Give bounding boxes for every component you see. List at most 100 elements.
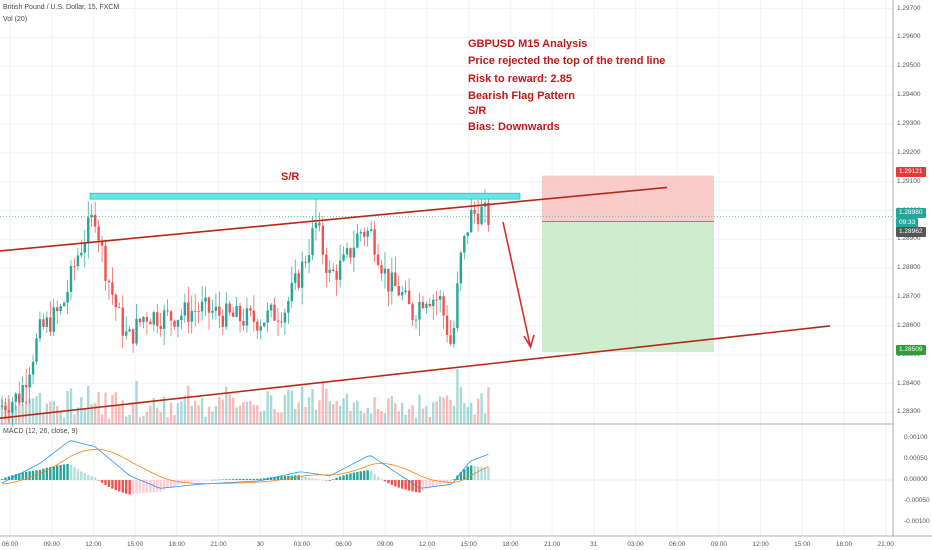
macd-histogram-bar bbox=[69, 464, 73, 480]
candle-body bbox=[345, 248, 349, 255]
macd-histogram-bar bbox=[259, 478, 262, 480]
macd-line bbox=[1, 440, 489, 489]
macd-histogram-bar bbox=[125, 480, 128, 494]
volume-bar bbox=[411, 405, 414, 424]
volume-bar bbox=[121, 400, 124, 424]
volume-bar bbox=[80, 397, 83, 424]
time-tick-label: 06:00 bbox=[1, 541, 19, 548]
volume-bar bbox=[463, 402, 466, 424]
volume-bar bbox=[187, 385, 190, 424]
candle-body bbox=[335, 270, 338, 280]
candle-body bbox=[11, 401, 14, 413]
macd-histogram-bar bbox=[352, 472, 356, 480]
macd-histogram-bar bbox=[21, 472, 24, 480]
candle-body bbox=[349, 248, 352, 258]
candle-body bbox=[421, 301, 425, 309]
candlesticks bbox=[0, 188, 490, 427]
volume-bar bbox=[24, 400, 28, 424]
volume-bar bbox=[449, 399, 452, 424]
candle-body bbox=[7, 410, 11, 413]
candle-body bbox=[111, 282, 114, 295]
candle-body bbox=[14, 393, 17, 402]
lower-trendline bbox=[0, 325, 831, 420]
time-tick-label: 09:00 bbox=[377, 541, 394, 548]
volume-bar bbox=[476, 398, 480, 424]
macd-histogram-bar bbox=[487, 467, 490, 480]
macd-histogram-bar bbox=[304, 476, 307, 480]
candle-body bbox=[90, 214, 93, 218]
candle-body bbox=[18, 393, 21, 403]
volume-bar bbox=[314, 409, 318, 424]
macd-histogram-bar bbox=[156, 480, 159, 493]
chart-frame bbox=[0, 0, 932, 537]
macd-histogram-bar bbox=[221, 479, 224, 480]
volume-bar bbox=[435, 401, 438, 424]
volume-bar bbox=[397, 411, 400, 424]
price-tick-label: 1.29300 bbox=[897, 120, 921, 128]
candle-body bbox=[231, 312, 235, 317]
signal-line bbox=[1, 448, 489, 485]
macd-histogram-bar bbox=[107, 480, 111, 487]
candle-body bbox=[59, 306, 62, 311]
volume-bar bbox=[466, 406, 469, 424]
candle-body bbox=[128, 329, 131, 332]
candle-body bbox=[142, 317, 145, 323]
candle-body bbox=[218, 306, 221, 316]
macd-histogram-bar bbox=[225, 479, 228, 480]
macd-histogram-bar bbox=[376, 476, 380, 480]
macd-histogram-bar bbox=[242, 479, 245, 480]
candle-body bbox=[352, 247, 356, 258]
stop-price-badge: 1.29121 bbox=[896, 167, 926, 177]
candle-body bbox=[176, 320, 180, 327]
macd-histogram-bar bbox=[369, 471, 373, 480]
volume-bar bbox=[245, 401, 249, 424]
macd-histogram-bar bbox=[466, 466, 469, 480]
candle-body bbox=[152, 312, 155, 325]
candle-body bbox=[83, 243, 86, 253]
volume-bar bbox=[328, 401, 331, 424]
candle-body bbox=[463, 235, 466, 253]
macd-histogram-bar bbox=[76, 469, 80, 480]
candle-body bbox=[187, 302, 190, 322]
macd-histogram-bar bbox=[121, 480, 124, 493]
candle-body bbox=[294, 273, 297, 283]
macd-histogram-bar bbox=[287, 475, 290, 480]
volume-bar bbox=[194, 400, 197, 424]
macd-histogram-bar bbox=[411, 480, 414, 492]
candle-body bbox=[197, 311, 200, 312]
volume-bar bbox=[125, 416, 128, 424]
macd-histogram-bar bbox=[283, 476, 287, 480]
time-tick-label: 15:00 bbox=[126, 541, 144, 548]
candle-body bbox=[290, 282, 293, 302]
candle-body bbox=[56, 307, 59, 311]
volume-bar bbox=[197, 405, 200, 424]
volume-bar bbox=[169, 402, 173, 424]
candle-body bbox=[432, 299, 435, 307]
macd-histogram-bar bbox=[38, 469, 42, 480]
macd-histogram-bar bbox=[342, 475, 345, 480]
candle-body bbox=[238, 305, 242, 322]
macd-histogram-bar bbox=[93, 477, 97, 480]
entry-price-badge: 1.28962 bbox=[896, 227, 926, 237]
volume-bar bbox=[249, 400, 252, 424]
time-tick-label: 06:00 bbox=[669, 541, 686, 548]
macd-histogram-bar bbox=[142, 480, 145, 494]
candle-body bbox=[276, 320, 280, 322]
macd-histogram-bar bbox=[401, 480, 404, 489]
volume-bar bbox=[418, 394, 421, 424]
macd-histogram-bar bbox=[97, 480, 100, 481]
macd-histogram-bar bbox=[211, 479, 214, 481]
candle-body bbox=[24, 385, 28, 388]
candle-body bbox=[28, 374, 31, 388]
macd-histogram-bar bbox=[118, 480, 121, 492]
macd-histogram-bar bbox=[80, 471, 83, 480]
volume-bar bbox=[173, 415, 176, 424]
candle-body bbox=[311, 228, 314, 256]
macd-histogram-bar bbox=[231, 479, 235, 480]
macd-histogram-bar bbox=[169, 480, 173, 488]
annotation-line-3: Risk to reward: 2.85 bbox=[468, 73, 572, 85]
macd-histogram-bar bbox=[131, 480, 135, 495]
candle-body bbox=[387, 268, 390, 292]
volume-bar bbox=[321, 383, 325, 424]
